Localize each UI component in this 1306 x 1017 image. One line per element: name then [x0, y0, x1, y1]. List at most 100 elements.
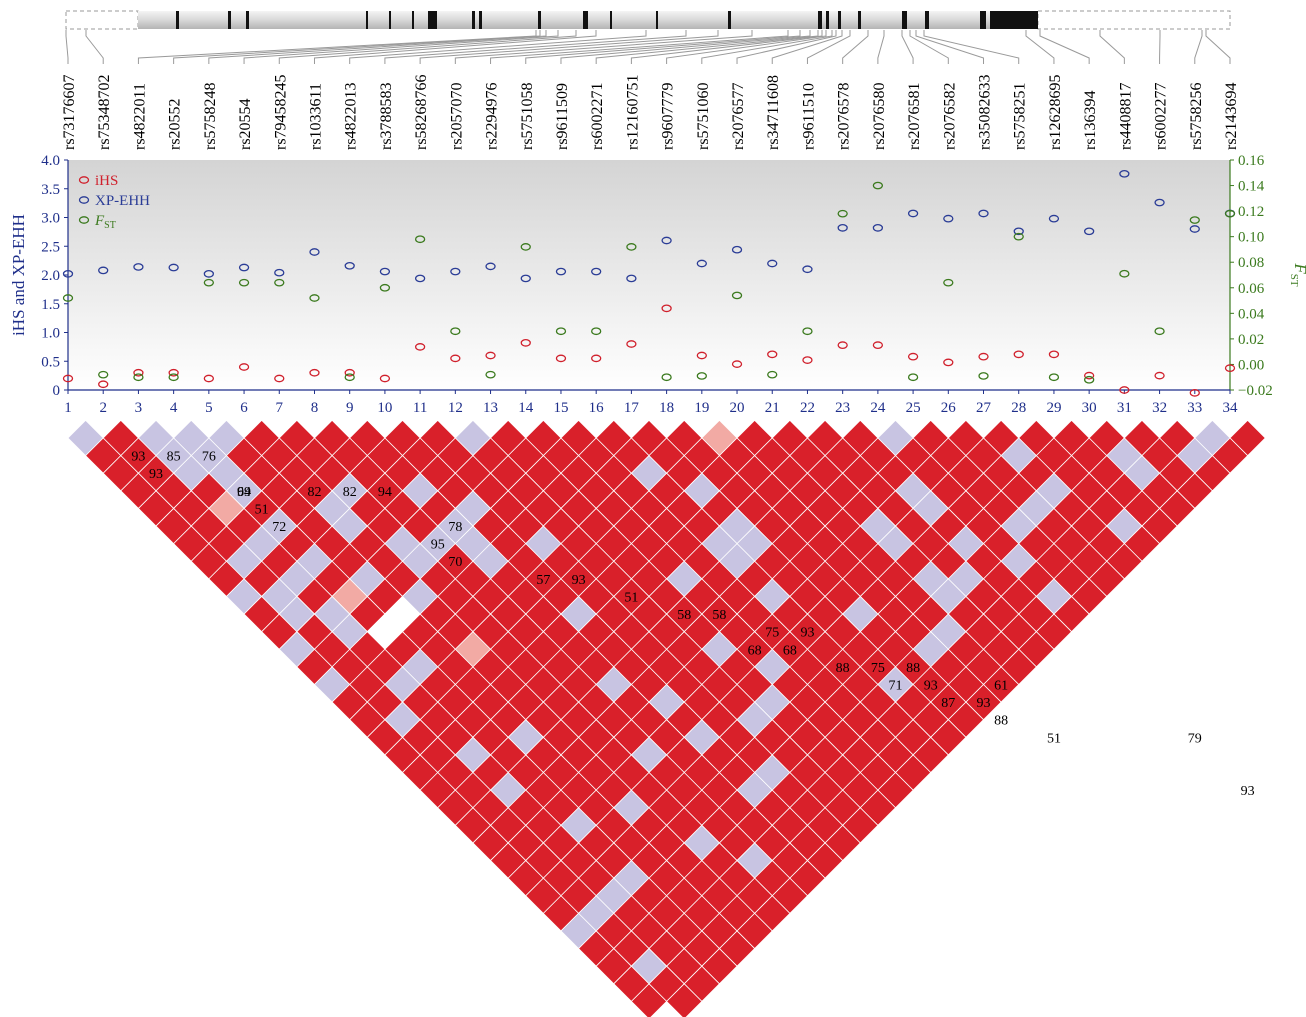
ld-value-label: 51	[624, 590, 638, 605]
chromosome-band	[479, 11, 482, 29]
bottom-tick-label: 16	[589, 400, 605, 416]
snp-connector	[923, 30, 1020, 64]
point-fst	[1154, 327, 1165, 336]
ld-value-label: 93	[572, 573, 586, 588]
snp-connector	[595, 30, 819, 64]
snp-connector	[1194, 30, 1203, 64]
left-tick-label: 0	[53, 383, 61, 399]
point-ihs	[133, 368, 144, 377]
bottom-tick-label: 8	[311, 400, 319, 416]
ld-cell	[630, 983, 668, 1017]
point-xp-ehh	[1189, 225, 1200, 233]
snp-connector	[137, 30, 537, 64]
bottom-tick-label: 24	[870, 400, 886, 416]
point-fst	[591, 327, 602, 336]
snp-connector	[806, 30, 851, 64]
snp-label: rs73176607	[61, 74, 78, 150]
point-ihs	[555, 354, 567, 363]
point-xp-ehh	[520, 274, 531, 283]
ld-value-label: 68	[783, 643, 797, 658]
point-ihs	[450, 354, 461, 363]
ld-value-label: 70	[448, 555, 462, 570]
scatter-plot: 0 0.5 1.0 1.5 2.0 2.5 3.0 3.5 4.0 −0.02 0.00 0.02 0…	[9, 153, 1306, 416]
snp-label: rs2076581	[906, 82, 923, 150]
ld-value-label: 93	[149, 467, 163, 482]
snp-label: rs5758251	[1012, 82, 1029, 150]
bottom-tick-label: 1	[64, 400, 72, 416]
snp-label: rs2076580	[871, 82, 888, 150]
ld-value-label: 61	[994, 678, 1008, 693]
point-xp-ehh	[414, 274, 426, 283]
point-ihs	[168, 368, 179, 377]
snp-connector	[915, 30, 985, 64]
ld-value-label: 57	[536, 573, 550, 588]
chromosome-band	[990, 11, 1038, 29]
point-ihs	[767, 350, 778, 359]
bottom-tick-label: 10	[377, 400, 392, 416]
point-ihs	[626, 340, 637, 348]
point-ihs	[1224, 364, 1236, 372]
point-fst	[238, 278, 250, 287]
chromosome-band	[176, 11, 179, 29]
snp-connector	[490, 30, 789, 64]
bottom-tick-label: 17	[624, 400, 640, 416]
ld-value-label: 51	[255, 502, 269, 517]
point-fst	[1119, 269, 1130, 278]
point-fst	[62, 294, 74, 302]
snp-connector	[666, 30, 827, 64]
point-ihs	[98, 380, 109, 389]
ld-value-labels: 8594785175889393519391659380937693829593…	[131, 450, 1254, 800]
snp-label: rs6002271	[589, 82, 606, 150]
snp-connector	[630, 30, 823, 64]
point-fst	[309, 294, 320, 302]
point-ihs	[520, 338, 531, 347]
bottom-tick-label: 5	[205, 400, 213, 416]
bottom-tick-label: 34	[1223, 400, 1239, 416]
point-xp-ehh	[309, 248, 320, 256]
chromosome-band	[366, 11, 368, 29]
right-tick-label: 0.10	[1238, 230, 1264, 246]
snp-label: rs2076577	[730, 82, 747, 150]
ld-value-label: 88	[836, 661, 850, 676]
point-fst	[907, 373, 919, 382]
bottom-tick-label: 7	[276, 400, 284, 416]
point-fst	[520, 243, 531, 251]
snp-label: rs5751060	[695, 82, 712, 150]
point-xp-ehh	[344, 261, 355, 270]
bottom-tick-label: 9	[346, 400, 354, 416]
ld-value-label: 82	[307, 485, 321, 500]
bottom-axis: 1 2 3 4 5 6 7 8 9 10 11 12 13 14 15 16 17 18 19 20 21 22 23 24 2…	[64, 389, 1239, 416]
ld-value-label: 51	[1047, 731, 1061, 746]
snp-label: rs4822013	[343, 82, 360, 150]
snp-connector	[454, 30, 753, 64]
point-xp-ehh	[696, 259, 707, 268]
ld-heatmap: 8594785175889393519391659380937693829593…	[67, 419, 1266, 1017]
chromosome-dashed-left	[65, 10, 139, 30]
left-tick-label: 2.5	[41, 239, 60, 255]
right-tick-label: 0.00	[1238, 357, 1264, 373]
point-fst	[274, 278, 285, 287]
snp-label: rs58268766	[413, 74, 430, 150]
snp-connector	[384, 30, 687, 64]
bottom-tick-label: 26	[941, 400, 957, 416]
point-ihs	[309, 368, 320, 377]
point-fst	[943, 278, 954, 287]
point-ihs	[907, 352, 919, 361]
bottom-tick-label: 13	[483, 400, 498, 416]
right-tick-label: 0.14	[1238, 179, 1265, 195]
chromosome-dashed-right	[1037, 10, 1231, 30]
right-tick-label: 0.02	[1238, 332, 1264, 348]
bottom-tick-label: 23	[835, 400, 850, 416]
point-fst	[978, 372, 989, 380]
snp-label: rs5758248	[202, 82, 219, 150]
bottom-tick-label: 14	[518, 400, 534, 416]
left-axis-label: iHS and XP-EHH	[9, 214, 28, 336]
chromosome-band	[610, 11, 612, 29]
bottom-tick-label: 33	[1187, 400, 1202, 416]
point-xp-ehh	[62, 269, 74, 278]
point-xp-ehh	[907, 209, 919, 218]
ld-value-label: 93	[977, 696, 991, 711]
bottom-tick-label: 28	[1011, 400, 1026, 416]
left-tick-label: 3.5	[41, 182, 60, 198]
right-tick-label: 0.06	[1238, 281, 1265, 297]
